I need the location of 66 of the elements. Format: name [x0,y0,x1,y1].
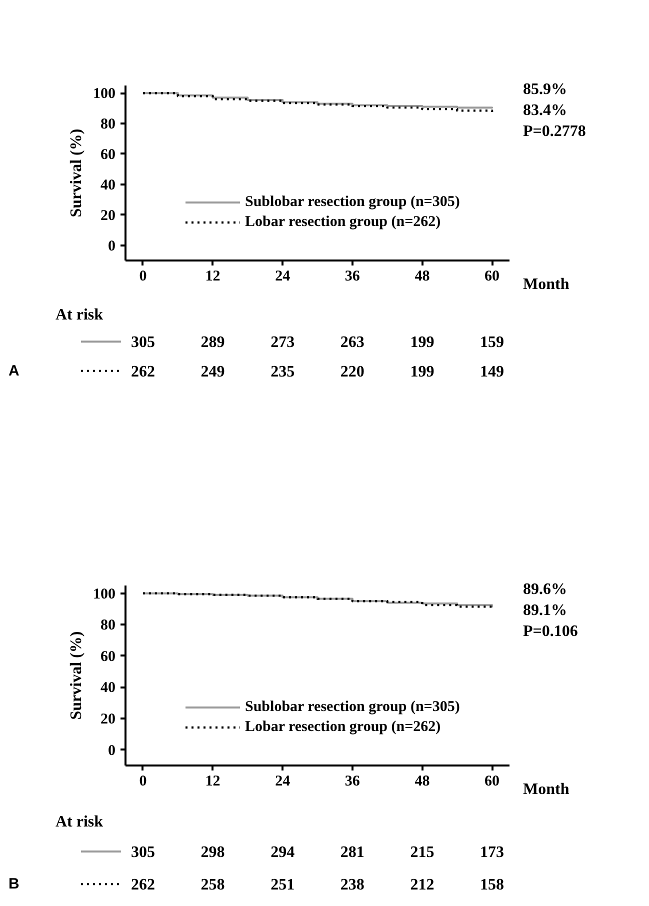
x-tick-label: 48 [414,774,430,790]
text: 251 [270,876,295,894]
x-tick-label: 24 [275,268,291,284]
text: 220 [340,363,364,380]
x-tick-label: 0 [139,268,147,284]
text: 305 [130,334,155,352]
x-tick-label: 60 [484,268,500,284]
x-axis-title: Month [523,780,570,800]
legend-label: Sublobar resection group (n=305) [245,194,460,210]
text: 89.1% [523,601,567,621]
text: 212 [410,876,434,894]
text: 235 [270,363,295,380]
text: At risk [56,813,104,830]
x-tick-label: 36 [344,774,360,790]
text: 263 [340,334,364,352]
text: 294 [270,844,295,862]
x-axis-title: Month [523,275,570,295]
y-tick-label: 100 [93,586,116,602]
y-tick-label: 60 [100,146,116,163]
text: 258 [200,876,225,894]
y-tick-label: 0 [108,238,116,254]
y-axis-title: Survival (%) [68,631,85,720]
y-tick-label: 60 [100,648,116,665]
text: 158 [480,876,504,894]
y-tick-label: 20 [100,208,116,224]
text: 199 [410,363,434,380]
legend-label: Sublobar resection group (n=305) [245,698,460,716]
text: 199 [410,334,434,352]
legend-label: Lobar resection group (n=262) [245,718,441,736]
y-tick-label: 100 [93,86,116,102]
text: P=0.106 [523,622,578,642]
x-tick-label: 12 [205,268,220,284]
y-tick-label: 40 [100,680,116,696]
text: 305 [130,844,155,862]
x-tick-label: 60 [484,774,500,790]
text: 262 [130,876,155,894]
text: 149 [480,363,504,380]
text: 215 [410,844,434,862]
text: At risk [56,306,104,324]
y-axis-title: Survival (%) [68,128,85,218]
text: A [8,362,20,380]
text: 238 [340,876,364,894]
x-tick-label: 48 [414,268,430,284]
y-tick-label: 0 [108,742,116,759]
text: 289 [200,334,225,352]
text: 159 [480,334,504,352]
x-tick-label: 12 [205,774,220,790]
text: 83.4% [523,101,567,121]
y-tick-label: 80 [100,618,116,634]
text: 281 [340,844,364,862]
text: 85.9% [523,80,567,100]
text: 298 [200,844,225,862]
text: B [8,876,20,893]
legend-label: Lobar resection group (n=262) [245,214,441,230]
x-tick-label: 36 [344,268,360,284]
y-tick-label: 40 [100,177,116,194]
y-tick-label: 80 [100,116,116,133]
text: 273 [270,334,295,352]
text: 173 [480,844,504,862]
y-tick-label: 20 [100,712,116,728]
text: P=0.2778 [523,122,586,142]
text: 89.6% [523,580,567,600]
x-tick-label: 24 [275,774,291,790]
x-tick-label: 0 [139,774,147,790]
text: 249 [200,363,225,380]
text: 262 [130,363,155,380]
